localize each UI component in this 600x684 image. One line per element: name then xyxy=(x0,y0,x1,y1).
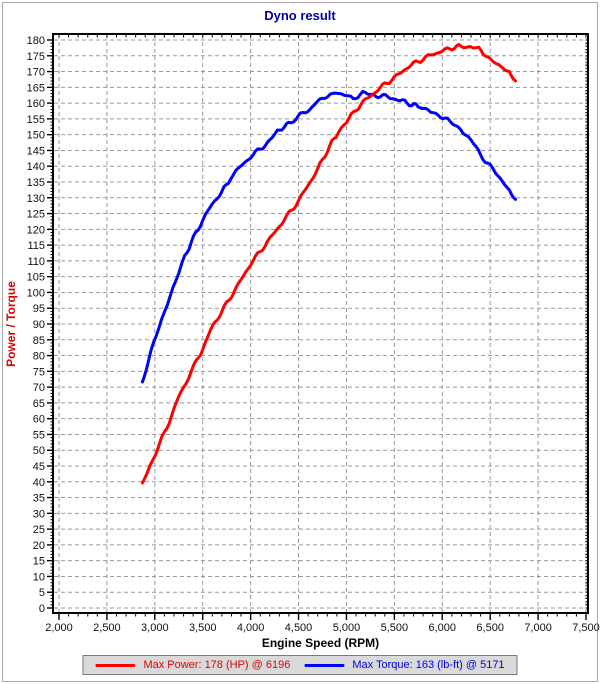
x-axis-ticks xyxy=(58,613,587,620)
svg-text:175: 175 xyxy=(27,51,45,63)
plot-border xyxy=(52,33,589,614)
svg-text:95: 95 xyxy=(33,303,45,315)
svg-text:55: 55 xyxy=(33,429,45,441)
svg-text:5,500: 5,500 xyxy=(381,622,409,634)
svg-text:15: 15 xyxy=(33,556,45,568)
y-axis-title: Power / Torque xyxy=(4,281,18,367)
svg-text:6,000: 6,000 xyxy=(429,622,457,634)
svg-text:3,500: 3,500 xyxy=(189,622,217,634)
svg-text:4,000: 4,000 xyxy=(237,622,265,634)
y-tick-labels: 0 5 10 15 20 25 30 35 40 45 50 55 60 65 70 75 80 85 90 95 10… xyxy=(27,35,45,615)
svg-text:50: 50 xyxy=(33,445,45,457)
legend: Max Power: 178 (HP) @ 6196 Max Torque: 1… xyxy=(82,655,518,675)
legend-item-power: Max Power: 178 (HP) @ 6196 xyxy=(95,659,290,671)
torque-curve xyxy=(140,89,517,384)
svg-text:130: 130 xyxy=(27,193,45,205)
power-curve xyxy=(140,43,517,485)
svg-text:115: 115 xyxy=(27,240,45,252)
svg-text:30: 30 xyxy=(33,508,45,520)
svg-text:6,500: 6,500 xyxy=(476,622,504,634)
svg-text:105: 105 xyxy=(27,272,45,284)
legend-label-torque: Max Torque: 163 (lb-ft) @ 5171 xyxy=(352,659,505,671)
svg-text:160: 160 xyxy=(27,98,45,110)
svg-text:45: 45 xyxy=(33,461,45,473)
svg-text:80: 80 xyxy=(33,351,45,363)
svg-text:135: 135 xyxy=(27,177,45,189)
svg-text:4,500: 4,500 xyxy=(285,622,313,634)
svg-text:180: 180 xyxy=(27,35,45,47)
svg-text:35: 35 xyxy=(33,493,45,505)
torque-line-swatch xyxy=(304,663,345,667)
svg-text:3,000: 3,000 xyxy=(141,622,169,634)
svg-text:150: 150 xyxy=(27,130,45,142)
svg-text:65: 65 xyxy=(33,398,45,410)
svg-text:110: 110 xyxy=(27,256,45,268)
svg-text:90: 90 xyxy=(33,319,45,331)
svg-text:60: 60 xyxy=(33,414,45,426)
svg-text:7,000: 7,000 xyxy=(524,622,552,634)
svg-text:125: 125 xyxy=(27,209,45,221)
svg-text:170: 170 xyxy=(27,67,45,79)
x-axis-title: Engine Speed (RPM) xyxy=(261,636,380,650)
chart-title: Dyno result xyxy=(264,8,336,23)
svg-text:10: 10 xyxy=(33,571,45,583)
svg-text:85: 85 xyxy=(33,335,45,347)
svg-text:20: 20 xyxy=(33,540,45,552)
svg-text:2,000: 2,000 xyxy=(45,622,73,634)
legend-item-torque: Max Torque: 163 (lb-ft) @ 5171 xyxy=(304,659,505,671)
svg-text:40: 40 xyxy=(33,477,45,489)
svg-text:0: 0 xyxy=(39,603,45,615)
svg-text:75: 75 xyxy=(33,366,45,378)
svg-text:155: 155 xyxy=(27,114,45,126)
svg-text:165: 165 xyxy=(27,82,45,94)
svg-text:7,500: 7,500 xyxy=(572,622,600,634)
svg-text:100: 100 xyxy=(27,287,45,299)
svg-text:5,000: 5,000 xyxy=(333,622,361,634)
svg-text:70: 70 xyxy=(33,382,45,394)
power-line-swatch xyxy=(95,663,136,667)
svg-text:145: 145 xyxy=(27,145,45,157)
x-tick-labels: 2,000 2,500 3,000 3,500 4,000 4,500 5,000 5,500… xyxy=(45,622,600,634)
svg-text:5: 5 xyxy=(39,587,45,599)
svg-text:140: 140 xyxy=(27,161,45,173)
svg-text:25: 25 xyxy=(33,524,45,536)
legend-label-power: Max Power: 178 (HP) @ 6196 xyxy=(143,659,291,671)
gridlines xyxy=(54,35,587,612)
svg-text:2,500: 2,500 xyxy=(93,622,121,634)
svg-text:120: 120 xyxy=(27,224,45,236)
